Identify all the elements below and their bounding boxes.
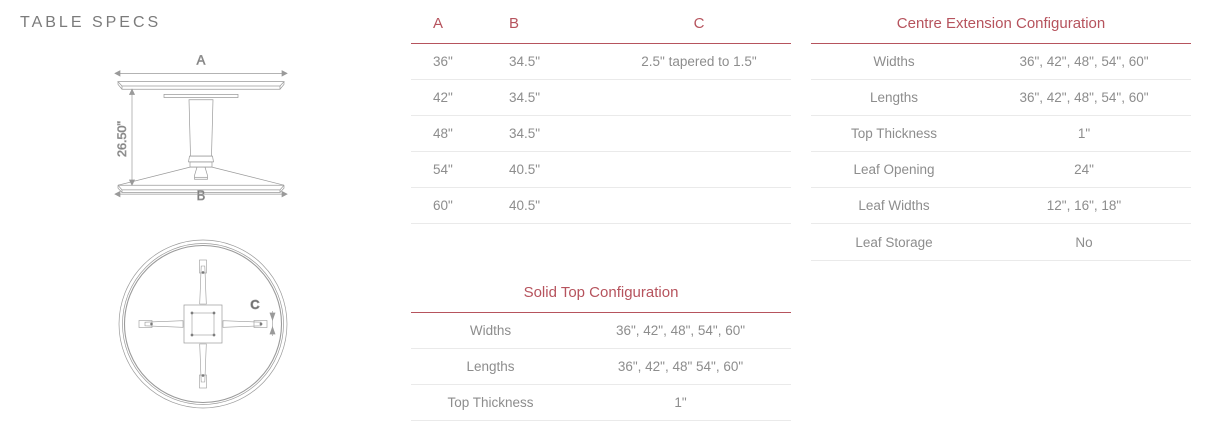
svg-text:A: A xyxy=(197,55,206,68)
svg-text:B: B xyxy=(197,188,206,202)
svg-text:26.50": 26.50" xyxy=(115,121,129,157)
svg-text:C: C xyxy=(250,297,260,312)
